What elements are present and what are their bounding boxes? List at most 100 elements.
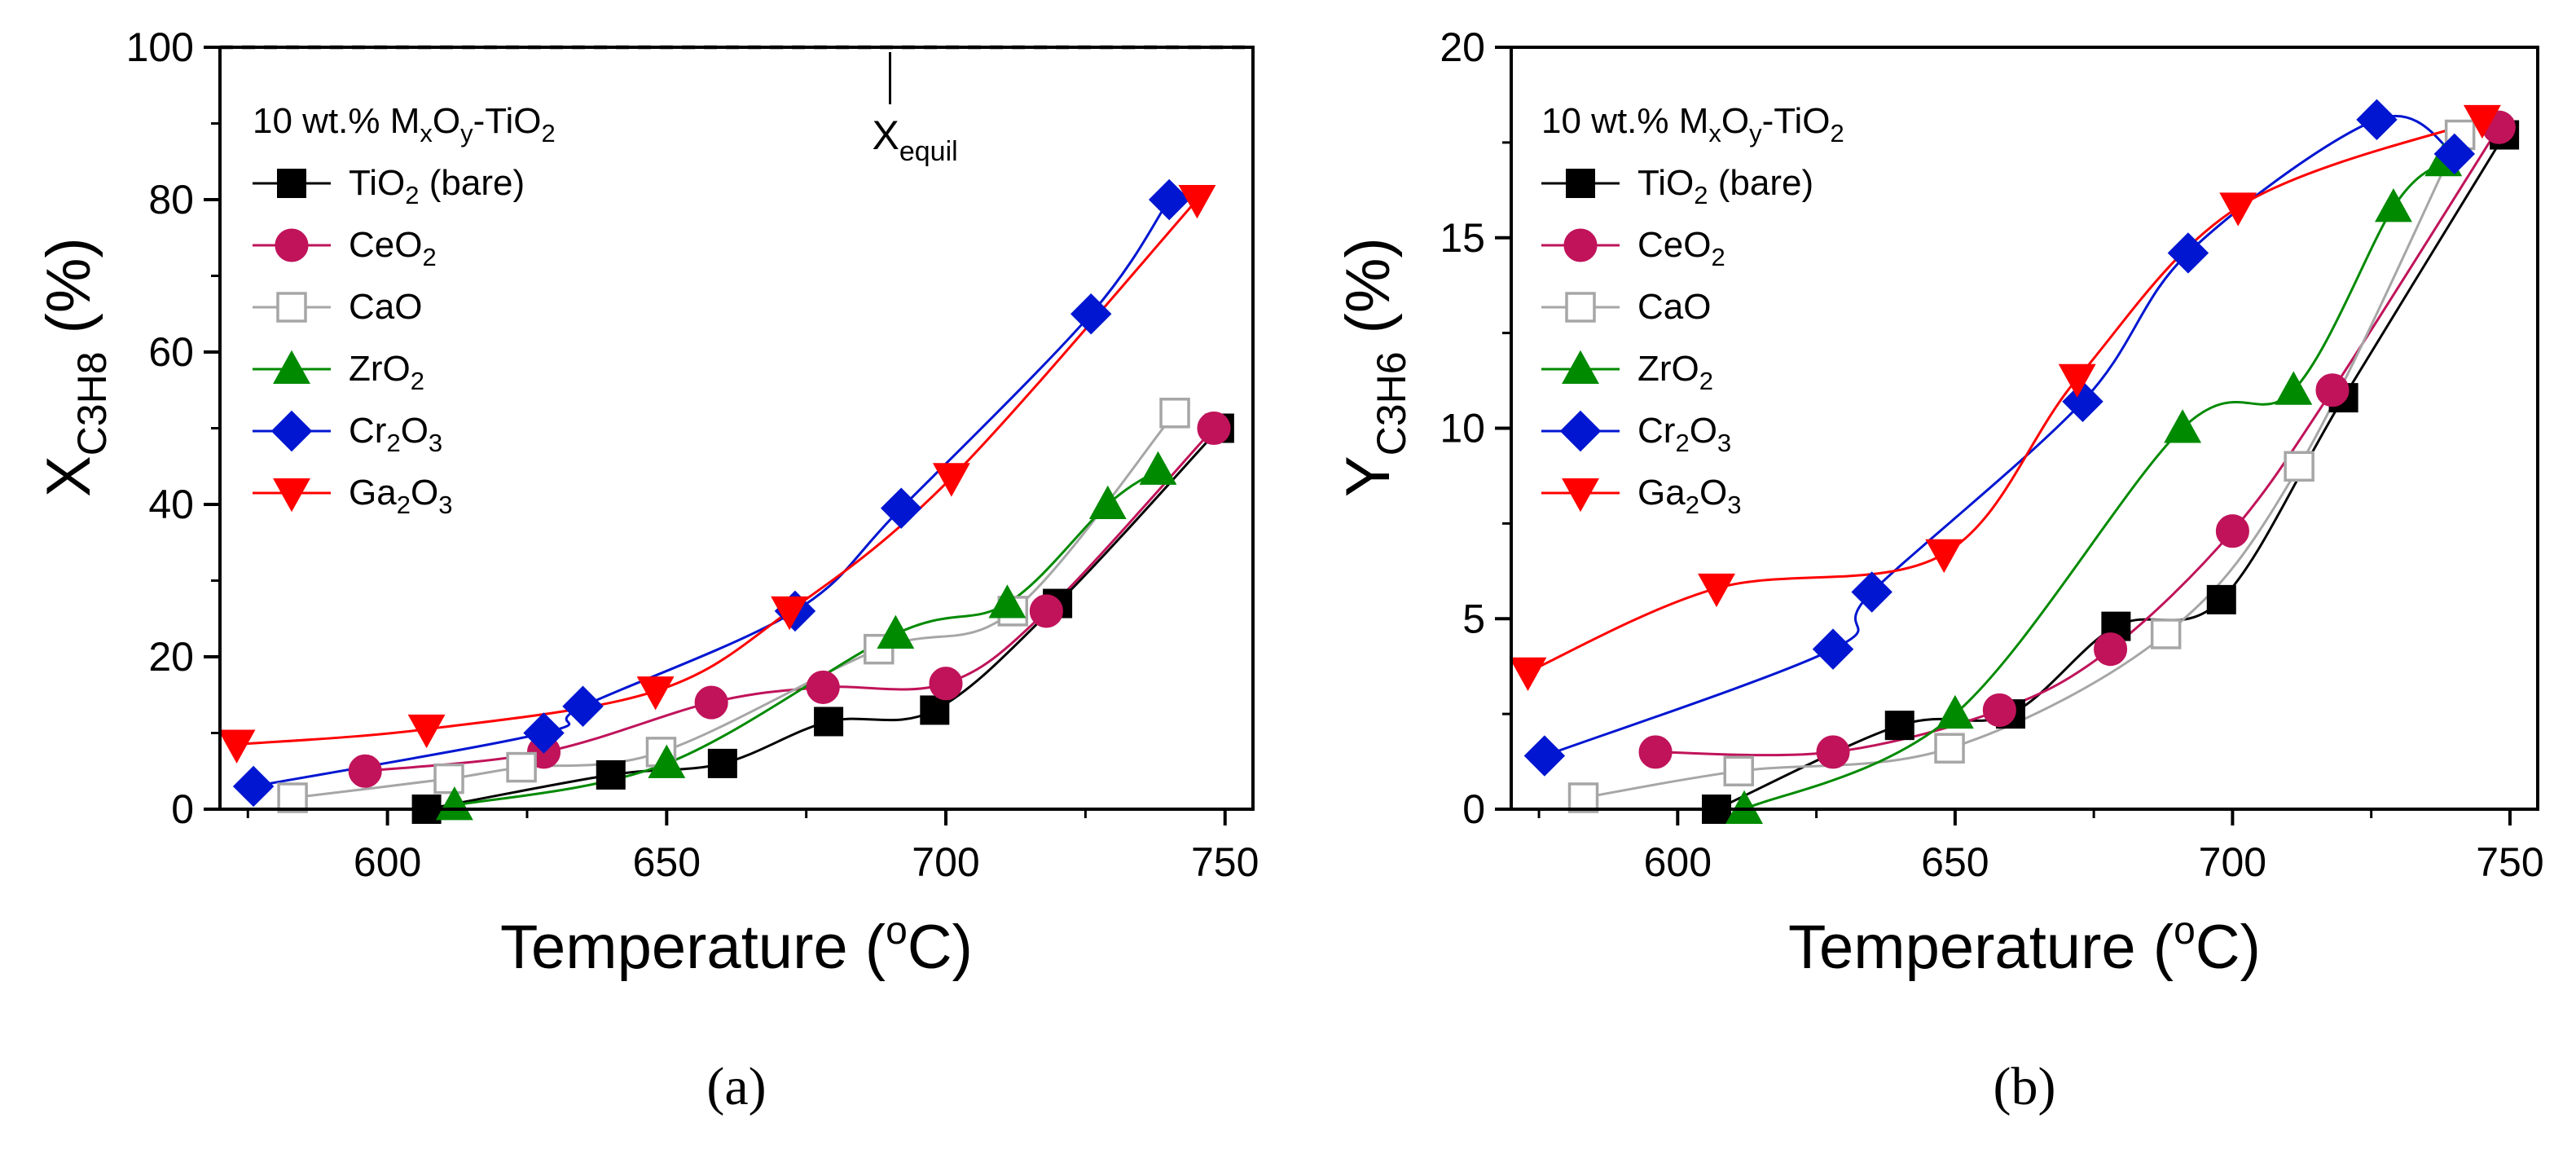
legend-label-main: CaO <box>349 287 422 327</box>
panel-b-legend: 10 wt.% MxOy-TiO2 TiO2 (bare)CeO2CaOZrO2… <box>1541 101 1844 519</box>
data-point-cao <box>506 751 537 783</box>
data-point-cr2o3 <box>1148 178 1190 221</box>
legend-title-part: O <box>433 101 460 141</box>
x-axis-label-sup: o <box>886 909 908 953</box>
y-tick-label: 100 <box>126 24 194 70</box>
data-point-ceo2 <box>1982 693 2016 728</box>
data-point-tio2-bare- <box>814 707 844 737</box>
legend-label-sub: 2 <box>1675 429 1689 457</box>
data-point-ceo2 <box>1029 594 1063 628</box>
y-axis-label-unit: (%) <box>34 237 103 333</box>
data-point-cr2o3 <box>880 487 922 529</box>
data-point-ceo2 <box>806 670 840 704</box>
legend-title-part: -TiO <box>1762 101 1831 141</box>
data-point-cr2o3 <box>2062 381 2103 422</box>
data-point-zro2 <box>877 614 915 649</box>
legend-label-main: ZrO <box>1637 349 1699 389</box>
panel-b-markers <box>1509 99 2520 824</box>
data-point-zro2 <box>2164 409 2202 443</box>
legend-title-part: -TiO <box>473 101 542 141</box>
data-point-cr2o3 <box>1523 735 1566 777</box>
data-point-cao <box>1723 755 1754 786</box>
data-point-zro2 <box>1088 485 1127 519</box>
panel-a-legend: 10 wt.% MxOy-TiO2 TiO2 (bare)CeO2CaOZrO2… <box>253 101 556 519</box>
y-axis-label-sub: C3H8 <box>69 351 115 456</box>
panel-label: (a) <box>706 1057 766 1116</box>
data-point-ceo2 <box>1197 411 1231 446</box>
legend-label-rest: (bare) <box>420 163 525 203</box>
data-point-cao <box>1567 782 1599 813</box>
equilibrium-label: Xequil <box>872 112 957 167</box>
data-point-cr2o3 <box>523 712 565 754</box>
data-point-ga2o3 <box>932 463 970 497</box>
legend-title-sub-y: y <box>460 119 473 147</box>
data-point-cr2o3 <box>232 765 275 808</box>
legend-title-part: O <box>1721 101 1749 141</box>
legend-title-sub-2: 2 <box>1831 119 1844 147</box>
data-point-ceo2 <box>348 754 382 788</box>
data-point-tio2-bare- <box>707 748 737 778</box>
data-point-ga2o3 <box>636 676 675 711</box>
legend-title-sub-x: x <box>1708 119 1721 147</box>
data-point-ga2o3 <box>1925 539 1963 574</box>
data-point-tio2-bare- <box>2206 584 2236 614</box>
data-point-cao <box>433 763 464 795</box>
legend-label-sub: 3 <box>1727 491 1741 519</box>
y-tick-label: 40 <box>148 482 194 527</box>
data-point-cr2o3 <box>1812 628 1854 670</box>
legend-label-sub: 2 <box>1699 367 1713 395</box>
x-axis-label-main: Temperature ( <box>1788 913 2174 982</box>
legend-label-tio2-bare-: TiO2 (bare) <box>1637 163 1813 209</box>
series-line-ga2o3 <box>236 199 1198 746</box>
data-point-cao <box>277 782 308 813</box>
data-point-ga2o3 <box>771 596 809 631</box>
data-point-ga2o3 <box>1509 657 1547 692</box>
legend-label-sub: 3 <box>1717 429 1731 457</box>
legend-label-ga2o3: Ga2O3 <box>349 473 452 519</box>
x-axis-label-end: C) <box>2196 913 2261 982</box>
legend-label-main: CaO <box>1637 287 1711 327</box>
x-tick-label: 600 <box>1644 839 1712 885</box>
legend-label-main: TiO <box>1637 163 1694 203</box>
data-point-ga2o3 <box>2463 104 2501 139</box>
legend-label-main: Ga <box>349 473 397 513</box>
legend-title-part: 10 wt.% M <box>253 101 420 141</box>
y-tick-label: 5 <box>1462 596 1485 641</box>
y-axis-label-main: Y <box>1334 456 1403 497</box>
x-axis-label-main: Temperature ( <box>500 913 886 982</box>
legend-label-zro2: ZrO2 <box>1637 349 1713 395</box>
legend-label-sub: 2 <box>1694 181 1708 209</box>
series-line-ceo2 <box>1655 126 2500 757</box>
x-axis-label: Temperature (oC) <box>500 909 973 982</box>
legend-marker-cao <box>1565 292 1596 323</box>
data-point-tio2-bare- <box>920 695 950 725</box>
legend-label-rest: O <box>1690 411 1717 451</box>
legend-title-sub-x: x <box>420 119 433 147</box>
legend-marker-cr2o3 <box>1559 410 1602 452</box>
legend-marker-ceo2 <box>1563 228 1598 262</box>
data-point-cr2o3 <box>2167 232 2209 274</box>
data-point-ga2o3 <box>407 714 446 749</box>
data-point-ceo2 <box>2315 373 2350 407</box>
x-axis-label: Temperature (oC) <box>1788 909 2261 982</box>
x-axis-label-sup: o <box>2174 909 2196 953</box>
legend-label-rest: (bare) <box>1708 163 1814 203</box>
x-tick-label: 650 <box>1921 839 1989 885</box>
legend-label-main: ZrO <box>349 349 411 389</box>
legend-label-rest: O <box>411 473 438 513</box>
y-tick-label: 80 <box>148 177 194 222</box>
legend-label-main: CeO <box>1637 225 1711 265</box>
legend-label-cao: CaO <box>349 287 422 327</box>
data-point-cr2o3 <box>562 685 604 727</box>
y-axis-label-sub: C3H6 <box>1369 351 1414 456</box>
data-point-tio2-bare- <box>596 759 626 790</box>
legend-title-part: 10 wt.% M <box>1541 101 1708 141</box>
y-tick-label: 10 <box>1440 406 1485 451</box>
data-point-cao <box>2284 451 2314 482</box>
x-tick-label: 750 <box>1191 839 1259 885</box>
x-tick-label: 700 <box>2199 839 2266 885</box>
x-tick-label: 650 <box>633 839 701 885</box>
y-tick-label: 0 <box>1462 786 1485 832</box>
legend-marker-tio2-bare- <box>277 169 306 198</box>
